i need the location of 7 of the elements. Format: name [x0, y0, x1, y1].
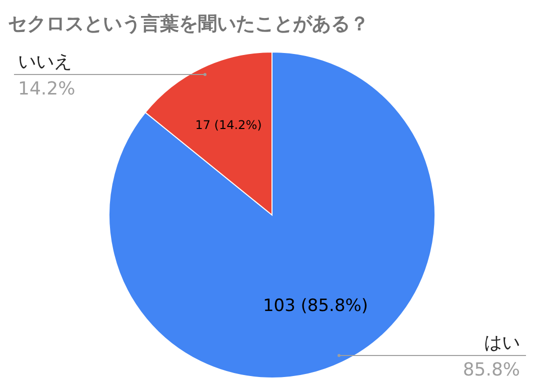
text: 85.8%	[462, 360, 520, 380]
chart-title: セクロスという言葉を聞いたことがある？	[8, 13, 369, 35]
slice-label: いいえ	[18, 52, 72, 72]
data-label: 17 (14.2%)	[195, 118, 262, 132]
slice-label: はい	[484, 332, 520, 354]
text: 14.2%	[18, 78, 76, 100]
data-label: 103 (85.8%)	[262, 296, 368, 316]
